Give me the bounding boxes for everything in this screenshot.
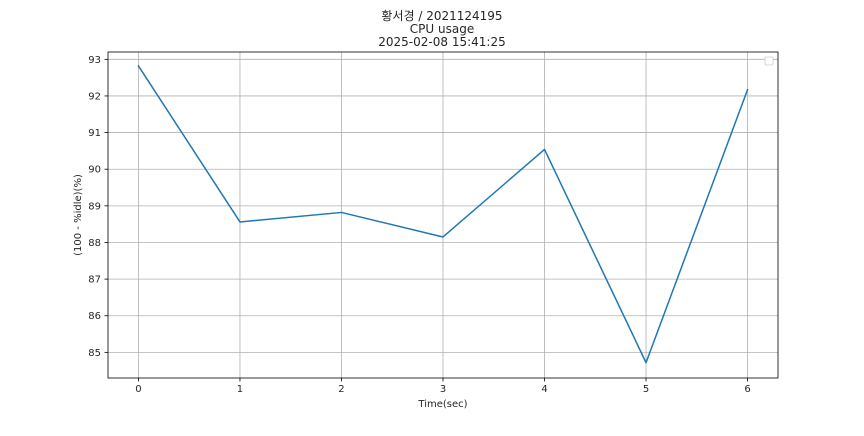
x-axis-ticks: 0 1 2 3 4 5 6 <box>135 378 750 395</box>
y-tick-label: 86 <box>88 311 101 322</box>
chart-title-line-2: CPU usage <box>410 22 474 36</box>
chart-title: 황서경 / 2021124195 CPU usage 2025-02-08 15… <box>378 9 505 49</box>
grid <box>108 52 778 378</box>
legend-box <box>765 57 773 65</box>
y-axis-label: (100 - %idle)(%) <box>73 174 84 256</box>
y-tick-label: 92 <box>88 91 101 102</box>
x-tick-label: 3 <box>440 384 446 395</box>
y-axis-ticks: 85 86 87 88 89 90 91 92 93 <box>88 55 108 359</box>
y-tick-label: 88 <box>88 238 101 249</box>
x-tick-label: 4 <box>541 384 547 395</box>
x-tick-label: 2 <box>338 384 344 395</box>
x-tick-label: 0 <box>135 384 141 395</box>
x-tick-label: 5 <box>643 384 649 395</box>
y-tick-label: 90 <box>88 165 101 176</box>
y-tick-label: 89 <box>88 201 101 212</box>
y-tick-label: 85 <box>88 348 101 359</box>
x-tick-label: 6 <box>744 384 750 395</box>
chart-title-line-3: 2025-02-08 15:41:25 <box>378 35 505 49</box>
y-tick-label: 91 <box>88 128 101 139</box>
x-axis-label: Time(sec) <box>417 399 467 410</box>
x-tick-label: 1 <box>237 384 243 395</box>
y-tick-label: 93 <box>88 55 101 66</box>
chart-title-line-1: 황서경 / 2021124195 <box>381 9 502 23</box>
y-tick-label: 87 <box>88 275 101 286</box>
